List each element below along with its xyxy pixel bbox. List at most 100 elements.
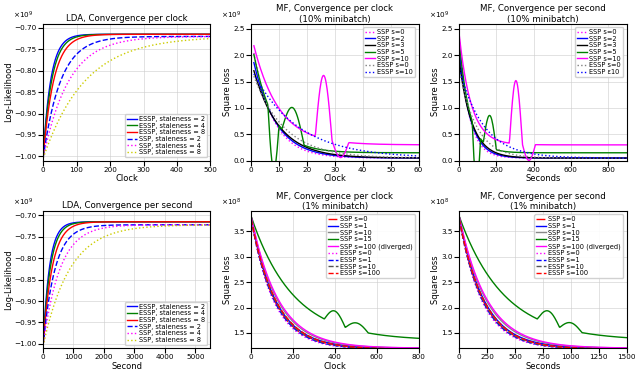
ESSP s=10 <box>251 73 259 77</box>
SSP s=1 <box>456 214 463 219</box>
SSP s=0 <box>456 214 463 219</box>
SSP s=100 (diverged) <box>456 214 463 219</box>
Y-axis label: Square loss: Square loss <box>223 255 232 304</box>
SSP s=10 <box>556 142 563 147</box>
ESSP s=100 <box>302 332 310 337</box>
ESSP s=1 <box>353 345 360 350</box>
SSP s=3 <box>389 156 397 160</box>
SSP s=1 <box>476 288 483 292</box>
Line: SSP s=1: SSP s=1 <box>460 217 627 348</box>
SSP s=3 <box>623 156 630 160</box>
ESSP s=1 <box>522 339 529 344</box>
ESSP s=1 <box>623 347 630 351</box>
X-axis label: Clock: Clock <box>323 362 346 371</box>
SSP s=5 <box>607 150 615 155</box>
ESSP s=0 <box>348 153 356 157</box>
SSP s=10 <box>456 214 463 219</box>
Title: MF, Convergence per second
(10% minibatch): MF, Convergence per second (10% minibatc… <box>480 4 605 24</box>
SSP s=1 <box>268 289 275 294</box>
SSP s=15 <box>268 262 275 266</box>
ESSP s=0 <box>368 346 376 351</box>
SSP s=3 <box>456 60 463 64</box>
ESSP s=10 <box>389 152 397 156</box>
ESSP s=0 <box>415 155 422 160</box>
Line: ESSP s=10: ESSP s=10 <box>254 74 419 156</box>
SSP s=100 (diverged) <box>368 344 376 349</box>
ESSP s=1 <box>415 347 422 351</box>
SSP s=0 <box>623 346 630 350</box>
SSP s=10 <box>400 142 408 147</box>
SSP s=0 <box>248 215 255 220</box>
SSP s=0 <box>251 54 259 58</box>
Line: ESSP s=0: ESSP s=0 <box>254 76 419 158</box>
SSP s=15 <box>369 332 377 336</box>
SSP s=10 <box>351 141 359 146</box>
Line: SSP s=10: SSP s=10 <box>460 217 627 348</box>
SSP s=2 <box>456 50 463 54</box>
SSP s=2 <box>348 154 355 159</box>
ESSP s=10 <box>248 217 255 222</box>
Line: SSP s=100 (diverged): SSP s=100 (diverged) <box>252 217 419 348</box>
SSP s=10 <box>623 142 630 147</box>
SSP s=15 <box>577 329 585 333</box>
SSP s=15 <box>561 322 568 326</box>
ESSP s=100 <box>456 217 463 222</box>
SSP s=3 <box>251 70 259 75</box>
Line: SSP s=5: SSP s=5 <box>460 41 627 185</box>
SSP s=10 <box>251 46 259 50</box>
SSP s=0 <box>369 345 377 350</box>
Y-axis label: Square loss: Square loss <box>223 68 232 117</box>
ESSP s=100 <box>314 338 321 342</box>
Text: $\times10^9$: $\times10^9$ <box>221 9 241 21</box>
Line: SSP s=10: SSP s=10 <box>252 217 419 348</box>
ESSP s=100 <box>576 346 584 350</box>
Legend: SSP s=0, SSP s=2, SSP s=3, SSP s=5, SSP s=10, ESSP s=0, ESSP ε10: SSP s=0, SSP s=2, SSP s=3, SSP s=5, SSP … <box>575 27 623 77</box>
ESSP s=10 <box>555 154 563 159</box>
SSP s=100 (diverged) <box>476 282 483 286</box>
ESSP s=10 <box>302 333 310 338</box>
SSP s=0 <box>399 156 407 160</box>
SSP s=15 <box>522 310 529 315</box>
SSP s=0 <box>314 339 321 343</box>
SSP s=10 <box>577 345 585 349</box>
SSP s=0 <box>576 345 584 350</box>
ESSP s=0 <box>250 74 258 78</box>
Title: LDA, Convergence per clock: LDA, Convergence per clock <box>66 14 188 23</box>
SSP s=5 <box>348 150 356 154</box>
SSP s=15 <box>314 313 321 317</box>
ESSP s=100 <box>561 345 568 350</box>
ESSP s=1 <box>456 217 463 222</box>
SSP s=3 <box>351 154 358 159</box>
SSP s=100 (diverged) <box>623 346 630 350</box>
SSP s=10 <box>250 44 258 48</box>
ESSP s=10 <box>561 345 568 350</box>
ESSP s=10 <box>476 290 483 295</box>
SSP s=15 <box>302 304 310 309</box>
Line: SSP s=0: SSP s=0 <box>252 217 419 348</box>
ESSP s=0 <box>456 217 463 222</box>
ESSP s=10 <box>510 333 518 338</box>
SSP s=2 <box>250 60 258 65</box>
SSP s=15 <box>415 336 422 340</box>
Line: ESSP s=10: ESSP s=10 <box>460 219 627 349</box>
ESSP s=0 <box>314 340 321 345</box>
SSP s=10 <box>349 141 356 145</box>
SSP s=2 <box>456 55 464 59</box>
SSP s=0 <box>302 334 310 338</box>
ESSP s=10 <box>348 146 355 151</box>
SSP s=10 <box>522 335 529 339</box>
ESSP s=0 <box>302 335 310 340</box>
X-axis label: Clock: Clock <box>115 174 138 183</box>
SSP s=0 <box>368 345 376 350</box>
ESSP s=0 <box>558 156 566 160</box>
SSP s=1 <box>415 346 422 350</box>
SSP s=100 (diverged) <box>415 346 422 350</box>
SSP s=0 <box>623 156 630 160</box>
SSP s=1 <box>369 345 377 350</box>
Legend: SSP s=0, SSP s=2, SSP s=3, SSP s=5, SSP s=10, ESSP s=0, ESSP s=10: SSP s=0, SSP s=2, SSP s=3, SSP s=5, SSP … <box>364 27 415 77</box>
Line: ESSP s=100: ESSP s=100 <box>460 219 627 349</box>
SSP s=3 <box>399 156 407 160</box>
SSP s=2 <box>607 156 615 160</box>
SSP s=15 <box>623 335 630 340</box>
Text: $\times10^8$: $\times10^8$ <box>429 197 449 208</box>
